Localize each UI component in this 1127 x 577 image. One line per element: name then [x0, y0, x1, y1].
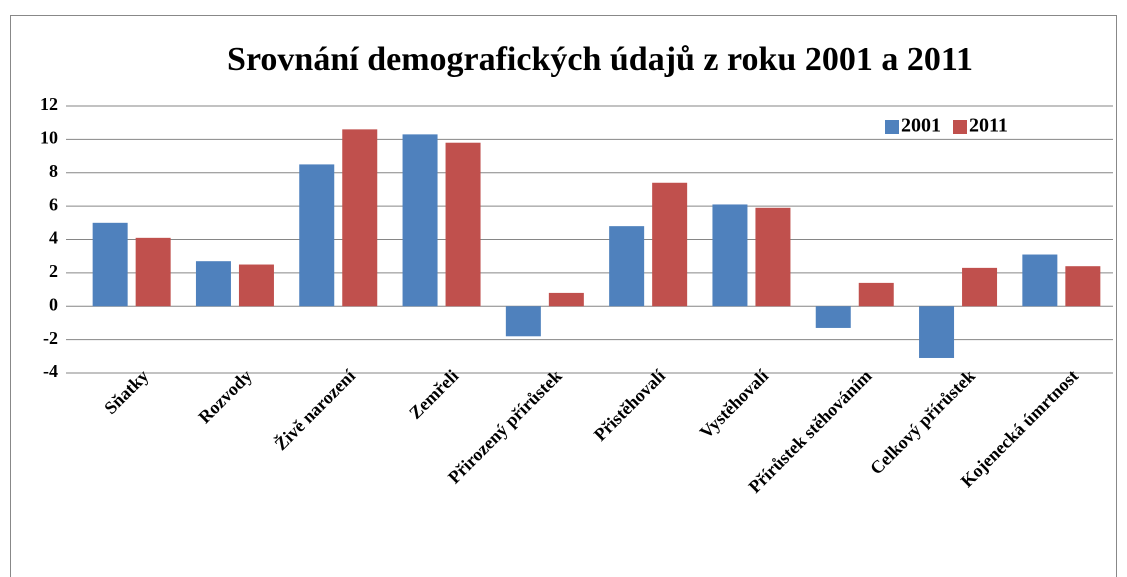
y-tick-label: -2 — [43, 328, 58, 348]
legend-label: 2011 — [969, 115, 1008, 137]
bar — [712, 204, 748, 307]
bar — [299, 164, 335, 307]
bar — [815, 306, 851, 328]
y-tick-label: 6 — [49, 194, 58, 214]
y-tick-label: 12 — [40, 94, 58, 114]
bar — [402, 134, 438, 307]
bar — [238, 264, 274, 307]
bar — [1022, 254, 1058, 307]
chart-title: Srovnání demografických údajů z roku 200… — [227, 41, 973, 78]
bar — [135, 237, 171, 307]
bar — [195, 261, 231, 307]
legend-swatch — [953, 120, 967, 134]
bar — [652, 182, 688, 307]
legend-swatch — [885, 120, 899, 134]
bar — [919, 306, 955, 358]
bar — [92, 222, 128, 307]
legend-label: 2001 — [901, 115, 941, 137]
bar — [858, 282, 894, 307]
bar — [1065, 266, 1101, 307]
bar — [445, 142, 481, 307]
bar — [505, 306, 541, 337]
bar — [755, 207, 791, 307]
bar — [962, 267, 998, 307]
y-tick-label: 0 — [49, 294, 58, 314]
bar — [548, 292, 584, 307]
y-tick-label: 10 — [40, 128, 58, 148]
y-tick-label: 8 — [49, 161, 58, 181]
bar — [342, 129, 378, 307]
y-tick-label: -4 — [43, 361, 58, 381]
y-tick-label: 2 — [49, 261, 58, 281]
y-tick-label: 4 — [49, 228, 58, 248]
bar — [609, 226, 645, 307]
